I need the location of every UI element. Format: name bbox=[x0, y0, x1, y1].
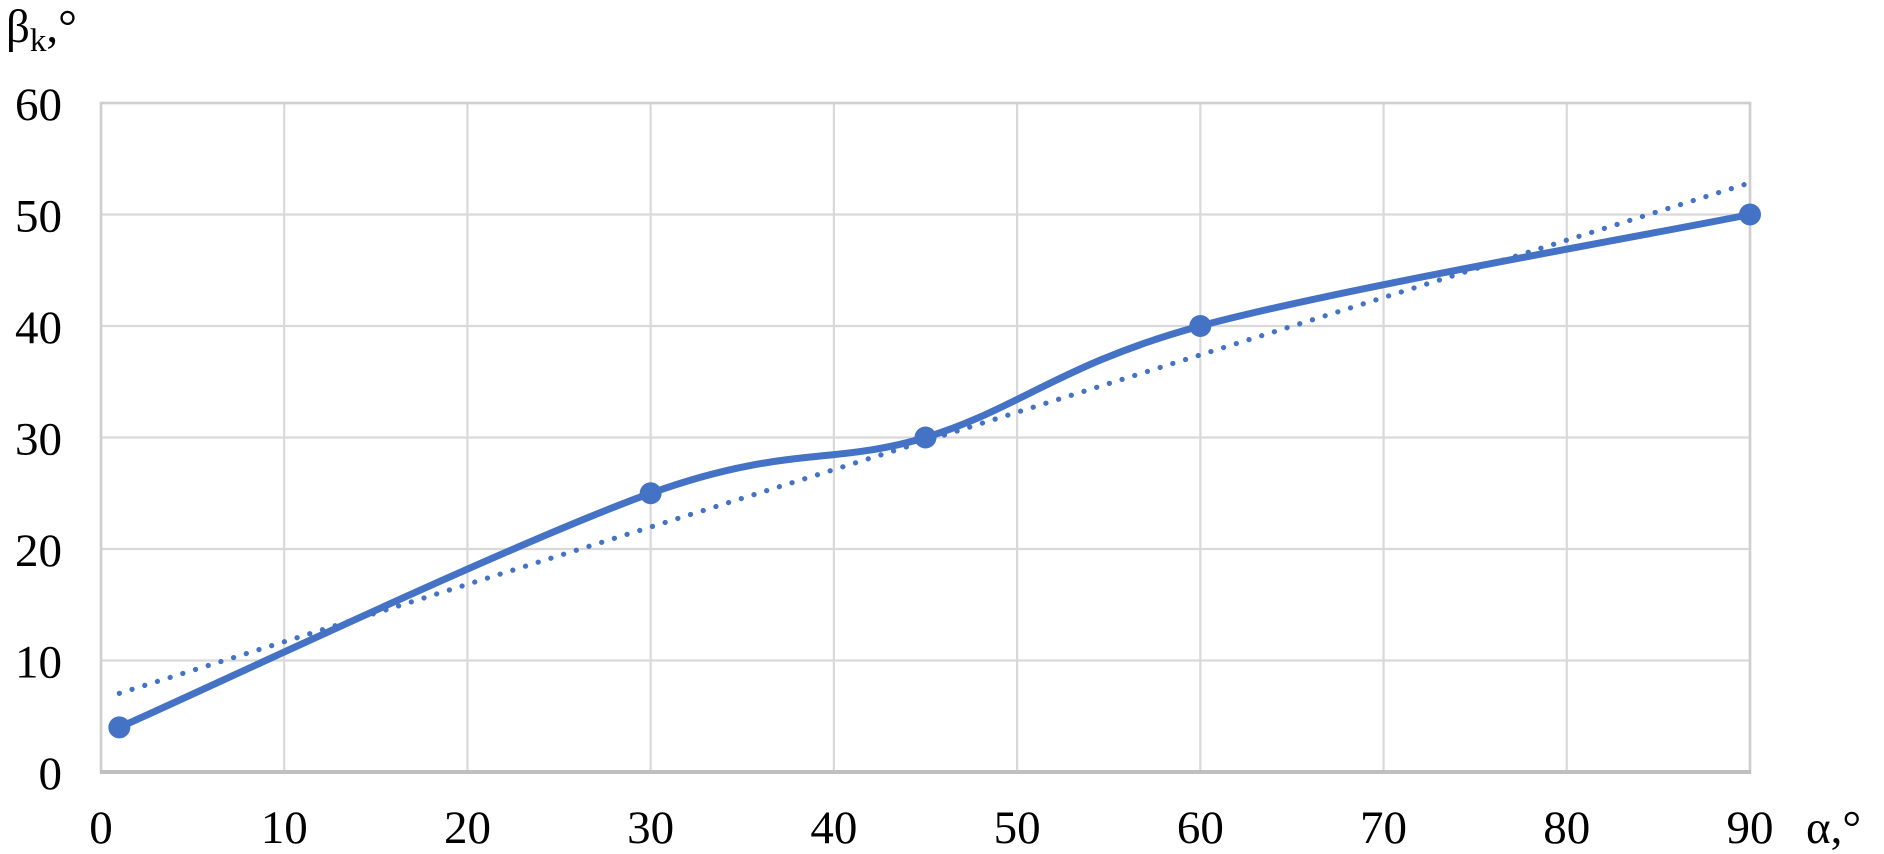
x-tick-label: 30 bbox=[627, 802, 674, 854]
x-tick-label: 80 bbox=[1543, 802, 1590, 854]
data-point-marker bbox=[914, 426, 937, 449]
data-point-marker bbox=[108, 716, 131, 739]
x-tick-label: 60 bbox=[1177, 802, 1224, 854]
tick-labels: 0 10 20 30 40 50 60 70 80 90 0 10 20 30 40 50 60 bbox=[15, 79, 1774, 854]
series-smooth-line bbox=[115, 211, 1754, 731]
plot-border bbox=[99, 101, 1752, 774]
y-tick-label: 30 bbox=[15, 414, 62, 466]
y-axis-title: βk,° bbox=[6, 1, 77, 59]
x-tick-label: 40 bbox=[810, 802, 857, 854]
x-axis-title: α,° bbox=[1806, 802, 1861, 854]
y-tick-label: 20 bbox=[15, 525, 62, 577]
x-tick-label: 20 bbox=[444, 802, 491, 854]
y-tick-label: 40 bbox=[15, 302, 62, 354]
y-tick-label: 60 bbox=[15, 79, 62, 131]
x-tick-label: 50 bbox=[994, 802, 1041, 854]
y-tick-label: 0 bbox=[39, 748, 63, 800]
x-tick-label: 90 bbox=[1727, 802, 1774, 854]
data-point-marker bbox=[639, 482, 662, 505]
x-tick-label: 0 bbox=[89, 802, 113, 854]
x-tick-label: 10 bbox=[261, 802, 308, 854]
y-tick-label: 10 bbox=[15, 637, 62, 689]
data-point-marker bbox=[1739, 203, 1761, 226]
data-point-marker bbox=[1189, 315, 1212, 337]
y-tick-label: 50 bbox=[15, 191, 62, 243]
data-series bbox=[108, 180, 1761, 739]
x-tick-label: 70 bbox=[1360, 802, 1407, 854]
